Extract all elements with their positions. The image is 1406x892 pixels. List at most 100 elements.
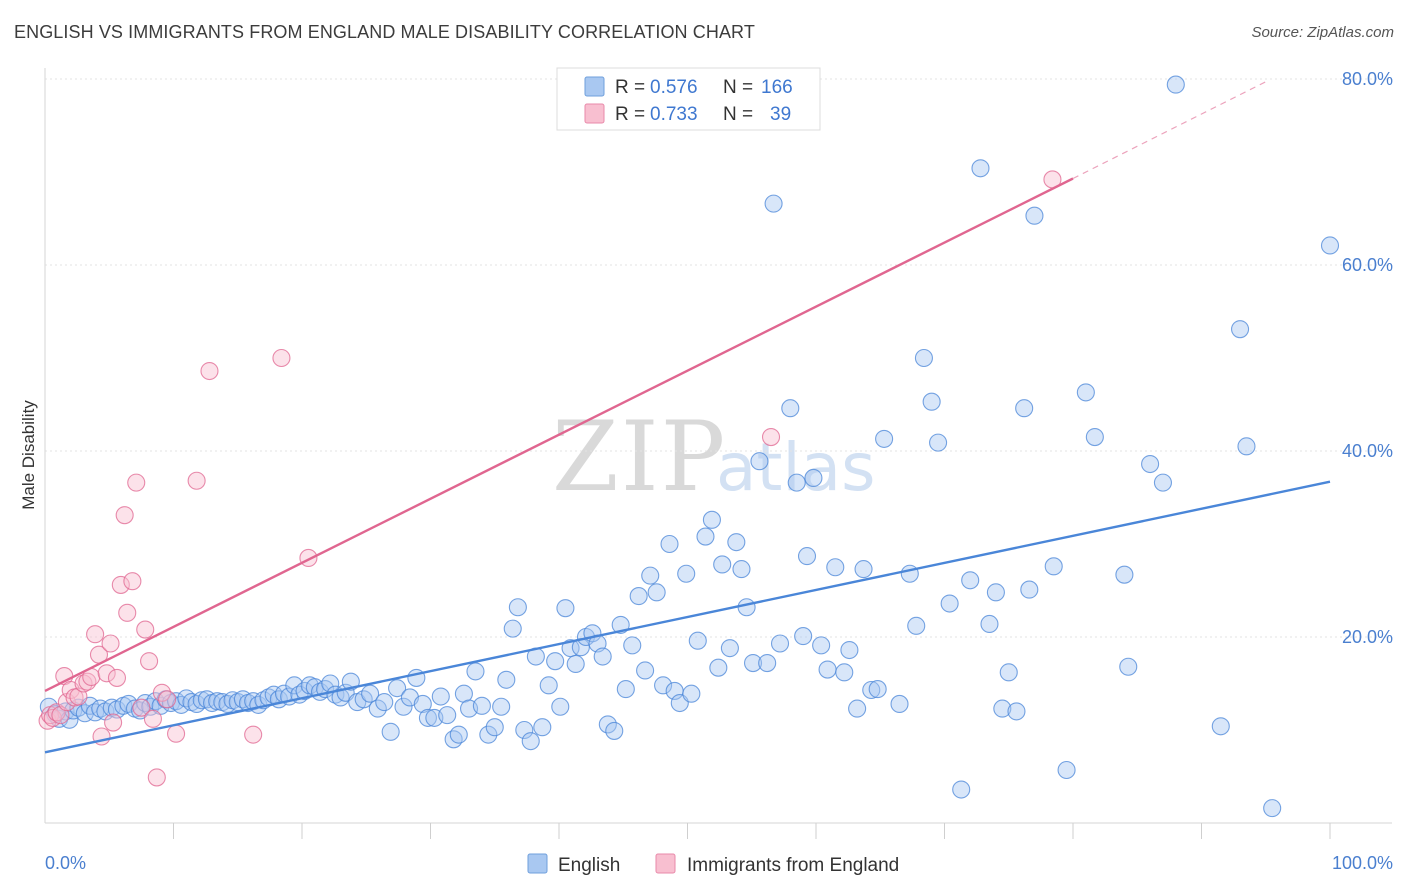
data-point xyxy=(485,718,504,737)
data-point xyxy=(187,471,206,490)
legend: R = 0.576 N = 166 R = 0.733 N = 39 xyxy=(556,67,821,131)
data-point xyxy=(132,698,151,717)
data-point xyxy=(952,780,971,799)
data-point xyxy=(598,715,617,734)
data-point xyxy=(1115,565,1134,584)
legend-r-label: R = xyxy=(615,77,645,98)
data-point xyxy=(104,713,123,732)
watermark: ZIP atlas xyxy=(552,401,876,513)
data-point xyxy=(907,616,926,635)
data-point xyxy=(244,725,263,744)
data-point xyxy=(999,663,1018,682)
data-point xyxy=(208,692,227,711)
legend-swatch-immigrants xyxy=(584,103,605,124)
data-point xyxy=(682,684,701,703)
legend-n-label: N = xyxy=(723,104,753,125)
data-point xyxy=(127,473,146,492)
data-point xyxy=(413,694,432,714)
data-point xyxy=(546,652,565,671)
data-point xyxy=(940,594,959,613)
data-point xyxy=(449,725,468,744)
y-tick-label: 40.0% xyxy=(1342,441,1393,461)
data-point xyxy=(1153,473,1172,492)
data-point xyxy=(1020,580,1039,599)
data-point xyxy=(787,473,806,492)
data-point xyxy=(515,720,534,740)
data-point xyxy=(720,639,739,658)
legend-n-value-immigrants: 39 xyxy=(770,104,791,125)
data-point xyxy=(868,680,887,699)
data-point xyxy=(368,699,387,718)
data-point xyxy=(566,654,585,674)
watermark-zip: ZIP xyxy=(552,401,727,513)
trend-line-english xyxy=(44,480,1331,754)
trend-lines xyxy=(44,81,1331,754)
data-point xyxy=(1141,454,1160,474)
data-point xyxy=(854,560,873,579)
data-point xyxy=(677,564,696,583)
data-point xyxy=(1025,206,1044,225)
data-point xyxy=(1211,717,1230,736)
data-point xyxy=(1007,702,1026,721)
data-point xyxy=(508,598,527,617)
bottom-legend: English Immigrants from England xyxy=(527,853,899,876)
data-point xyxy=(539,676,558,695)
data-point xyxy=(654,676,673,695)
data-point xyxy=(431,687,450,706)
data-point xyxy=(812,636,831,655)
data-point xyxy=(835,663,854,682)
bottom-legend-swatch-english xyxy=(527,853,548,874)
bottom-legend-swatch-immigrants xyxy=(655,853,676,874)
legend-r-label: R = xyxy=(615,104,645,125)
x-ticks xyxy=(173,823,1331,839)
data-point xyxy=(761,427,781,447)
data-point xyxy=(192,691,211,710)
data-point xyxy=(1119,657,1138,676)
data-point xyxy=(472,696,491,715)
data-point xyxy=(732,560,751,579)
data-point xyxy=(922,392,941,411)
series-points-immigrants xyxy=(38,170,1062,787)
data-point xyxy=(1057,760,1076,780)
data-point xyxy=(743,653,763,673)
data-point xyxy=(533,718,552,737)
data-point xyxy=(295,681,314,700)
trend-line-immigrants xyxy=(44,177,1074,693)
data-point xyxy=(781,399,800,418)
data-point xyxy=(929,433,948,452)
data-point xyxy=(737,598,756,617)
trend-line-extension-immigrants xyxy=(1072,81,1267,180)
data-point xyxy=(107,668,127,687)
data-point xyxy=(980,614,999,634)
data-point xyxy=(605,721,624,740)
data-point xyxy=(123,572,142,591)
x-tick-label-min: 0.0% xyxy=(45,853,86,873)
data-point xyxy=(971,159,990,178)
data-point xyxy=(750,452,769,471)
data-point xyxy=(1263,799,1282,818)
data-point xyxy=(551,697,570,716)
data-point xyxy=(167,724,186,743)
data-point xyxy=(1044,557,1063,576)
data-point xyxy=(840,640,859,660)
data-point xyxy=(438,706,457,725)
legend-r-value-english: 0.576 xyxy=(650,77,698,98)
data-point xyxy=(641,566,660,585)
data-point xyxy=(497,670,516,689)
data-point xyxy=(794,627,813,646)
y-axis-title: Male Disability xyxy=(19,400,38,510)
data-point xyxy=(764,194,783,213)
data-point xyxy=(647,583,666,602)
data-point xyxy=(361,684,380,703)
x-tick-label-max: 100.0% xyxy=(1332,853,1393,873)
data-point xyxy=(503,619,522,638)
data-point xyxy=(875,429,894,448)
data-point xyxy=(111,575,130,594)
data-point xyxy=(492,697,511,716)
bottom-legend-label-immigrants: Immigrants from England xyxy=(687,855,899,876)
data-point xyxy=(696,527,715,546)
gridlines xyxy=(45,78,1392,638)
data-point xyxy=(758,653,777,673)
data-point xyxy=(709,658,728,677)
